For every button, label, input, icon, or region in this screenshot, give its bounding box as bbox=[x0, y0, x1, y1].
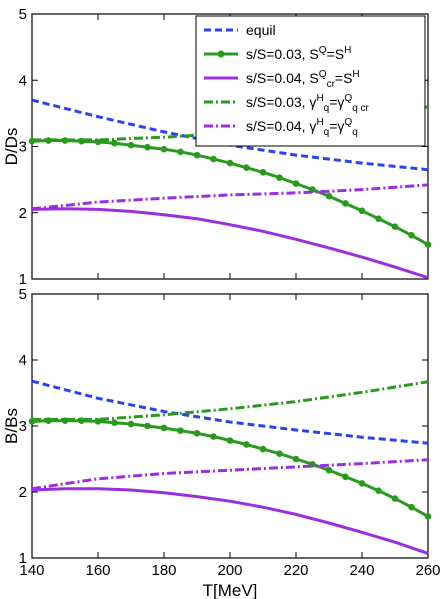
legend-label-part: cr bbox=[327, 79, 336, 90]
legend-label-part: s/S=0.04, γ bbox=[246, 118, 316, 134]
series-line bbox=[31, 379, 429, 445]
series-point bbox=[408, 503, 415, 511]
legend-label-part: q cr bbox=[352, 103, 369, 114]
legend-label-part: s/S=0.04, S bbox=[246, 70, 319, 86]
series-point bbox=[408, 231, 415, 239]
x-tick-label: 180 bbox=[151, 562, 176, 579]
series-point bbox=[177, 427, 184, 434]
legend-label-part: =γ bbox=[329, 118, 344, 134]
series-point bbox=[259, 445, 267, 453]
series-point bbox=[160, 424, 168, 432]
x-tick-label: 160 bbox=[85, 562, 110, 579]
y-tick-label: 4 bbox=[19, 352, 27, 369]
series-point bbox=[325, 466, 333, 474]
series-point bbox=[193, 151, 201, 159]
series-point bbox=[342, 473, 349, 481]
y-axis-label: D/Ds bbox=[2, 128, 21, 166]
series-point bbox=[276, 174, 283, 181]
series-point bbox=[375, 487, 382, 494]
panel-b-over-bs: 1 2 3 4 5 140 160 180 200 220 240 260 B/Bs T[MeV] bbox=[2, 286, 441, 599]
series-point bbox=[226, 437, 234, 444]
legend-label: s/S=0.04, γHq=γQq bbox=[246, 117, 358, 138]
x-tick-label: 260 bbox=[415, 562, 440, 579]
series-point bbox=[391, 495, 399, 502]
legend-label: s/S=0.03, γHq=γQq cr bbox=[246, 93, 370, 114]
series-point bbox=[292, 180, 300, 187]
legend-label-part: Q bbox=[319, 45, 327, 56]
y-tick-label: 5 bbox=[19, 6, 27, 23]
legend-label-part: H bbox=[316, 93, 323, 104]
y-tick-label: 1 bbox=[19, 271, 27, 288]
legend-box bbox=[195, 15, 426, 147]
series-point bbox=[424, 241, 432, 248]
series-point bbox=[243, 164, 250, 171]
series-line bbox=[32, 380, 429, 421]
series-point bbox=[243, 441, 250, 448]
y-axis-label: B/Bs bbox=[2, 408, 21, 444]
series-point bbox=[358, 480, 366, 487]
x-axis-label: T[MeV] bbox=[203, 581, 258, 599]
legend-label-part: q bbox=[324, 127, 330, 138]
y-tick-label: 2 bbox=[19, 484, 27, 501]
series-point bbox=[276, 450, 283, 458]
legend-label-part: s/S=0.03, γ bbox=[246, 94, 316, 110]
y-tick-label: 3 bbox=[19, 418, 27, 435]
legend-label-part: =S bbox=[335, 70, 353, 86]
series-point bbox=[226, 159, 234, 167]
series-line bbox=[31, 207, 429, 280]
legend-label: s/S=0.03, SQ=SH bbox=[246, 45, 351, 62]
legend-label-part: q bbox=[352, 127, 358, 138]
y-tick-label: 5 bbox=[19, 286, 27, 303]
legend-label-part: Q bbox=[344, 117, 352, 128]
series-line bbox=[31, 487, 429, 555]
series-point bbox=[144, 143, 151, 151]
y-tick-label: 3 bbox=[19, 139, 27, 156]
series-point bbox=[210, 433, 217, 440]
series-point bbox=[210, 155, 217, 163]
series-point bbox=[177, 148, 184, 156]
legend-label-part: H bbox=[352, 69, 359, 80]
series-line bbox=[31, 183, 429, 211]
series-point bbox=[375, 215, 382, 223]
series-point bbox=[111, 139, 118, 147]
x-tick-label: 220 bbox=[283, 562, 308, 579]
legend-label-part: Q bbox=[319, 69, 327, 80]
series-point bbox=[358, 207, 366, 215]
series-point bbox=[193, 429, 201, 437]
legend-label: equil bbox=[246, 22, 276, 38]
legend-label-part: q bbox=[324, 103, 330, 114]
x-tick-label: 200 bbox=[217, 562, 242, 579]
legend-label-part: equil bbox=[246, 22, 276, 38]
series-line bbox=[31, 458, 429, 491]
legend-label-part: H bbox=[344, 45, 351, 56]
series-point bbox=[144, 422, 151, 430]
series-point bbox=[259, 169, 267, 176]
plot-frame bbox=[31, 293, 429, 559]
series-point bbox=[342, 200, 349, 207]
x-tick-label: 140 bbox=[19, 562, 44, 579]
legend-label-part: s/S=0.03, S bbox=[246, 46, 319, 62]
x-tick-label: 240 bbox=[349, 562, 374, 579]
legend-label: s/S=0.04, SQcr=SH bbox=[246, 69, 360, 90]
series-point bbox=[391, 223, 399, 230]
legend-label-part: =S bbox=[327, 46, 345, 62]
y-tick-label: 2 bbox=[19, 205, 27, 222]
legend-label-part: Q bbox=[344, 93, 352, 104]
series-point bbox=[127, 420, 135, 428]
legend-marker bbox=[217, 50, 225, 58]
series-point bbox=[424, 513, 432, 520]
series-point bbox=[292, 455, 300, 463]
series-point bbox=[127, 141, 135, 149]
legend-label-part: H bbox=[316, 117, 323, 128]
series-point bbox=[325, 192, 333, 200]
series-point bbox=[160, 145, 168, 153]
legend-label-part: =γ bbox=[329, 94, 344, 110]
series-point bbox=[111, 419, 118, 427]
y-tick-label: 4 bbox=[19, 72, 27, 89]
y-tick-label: 1 bbox=[19, 550, 27, 567]
